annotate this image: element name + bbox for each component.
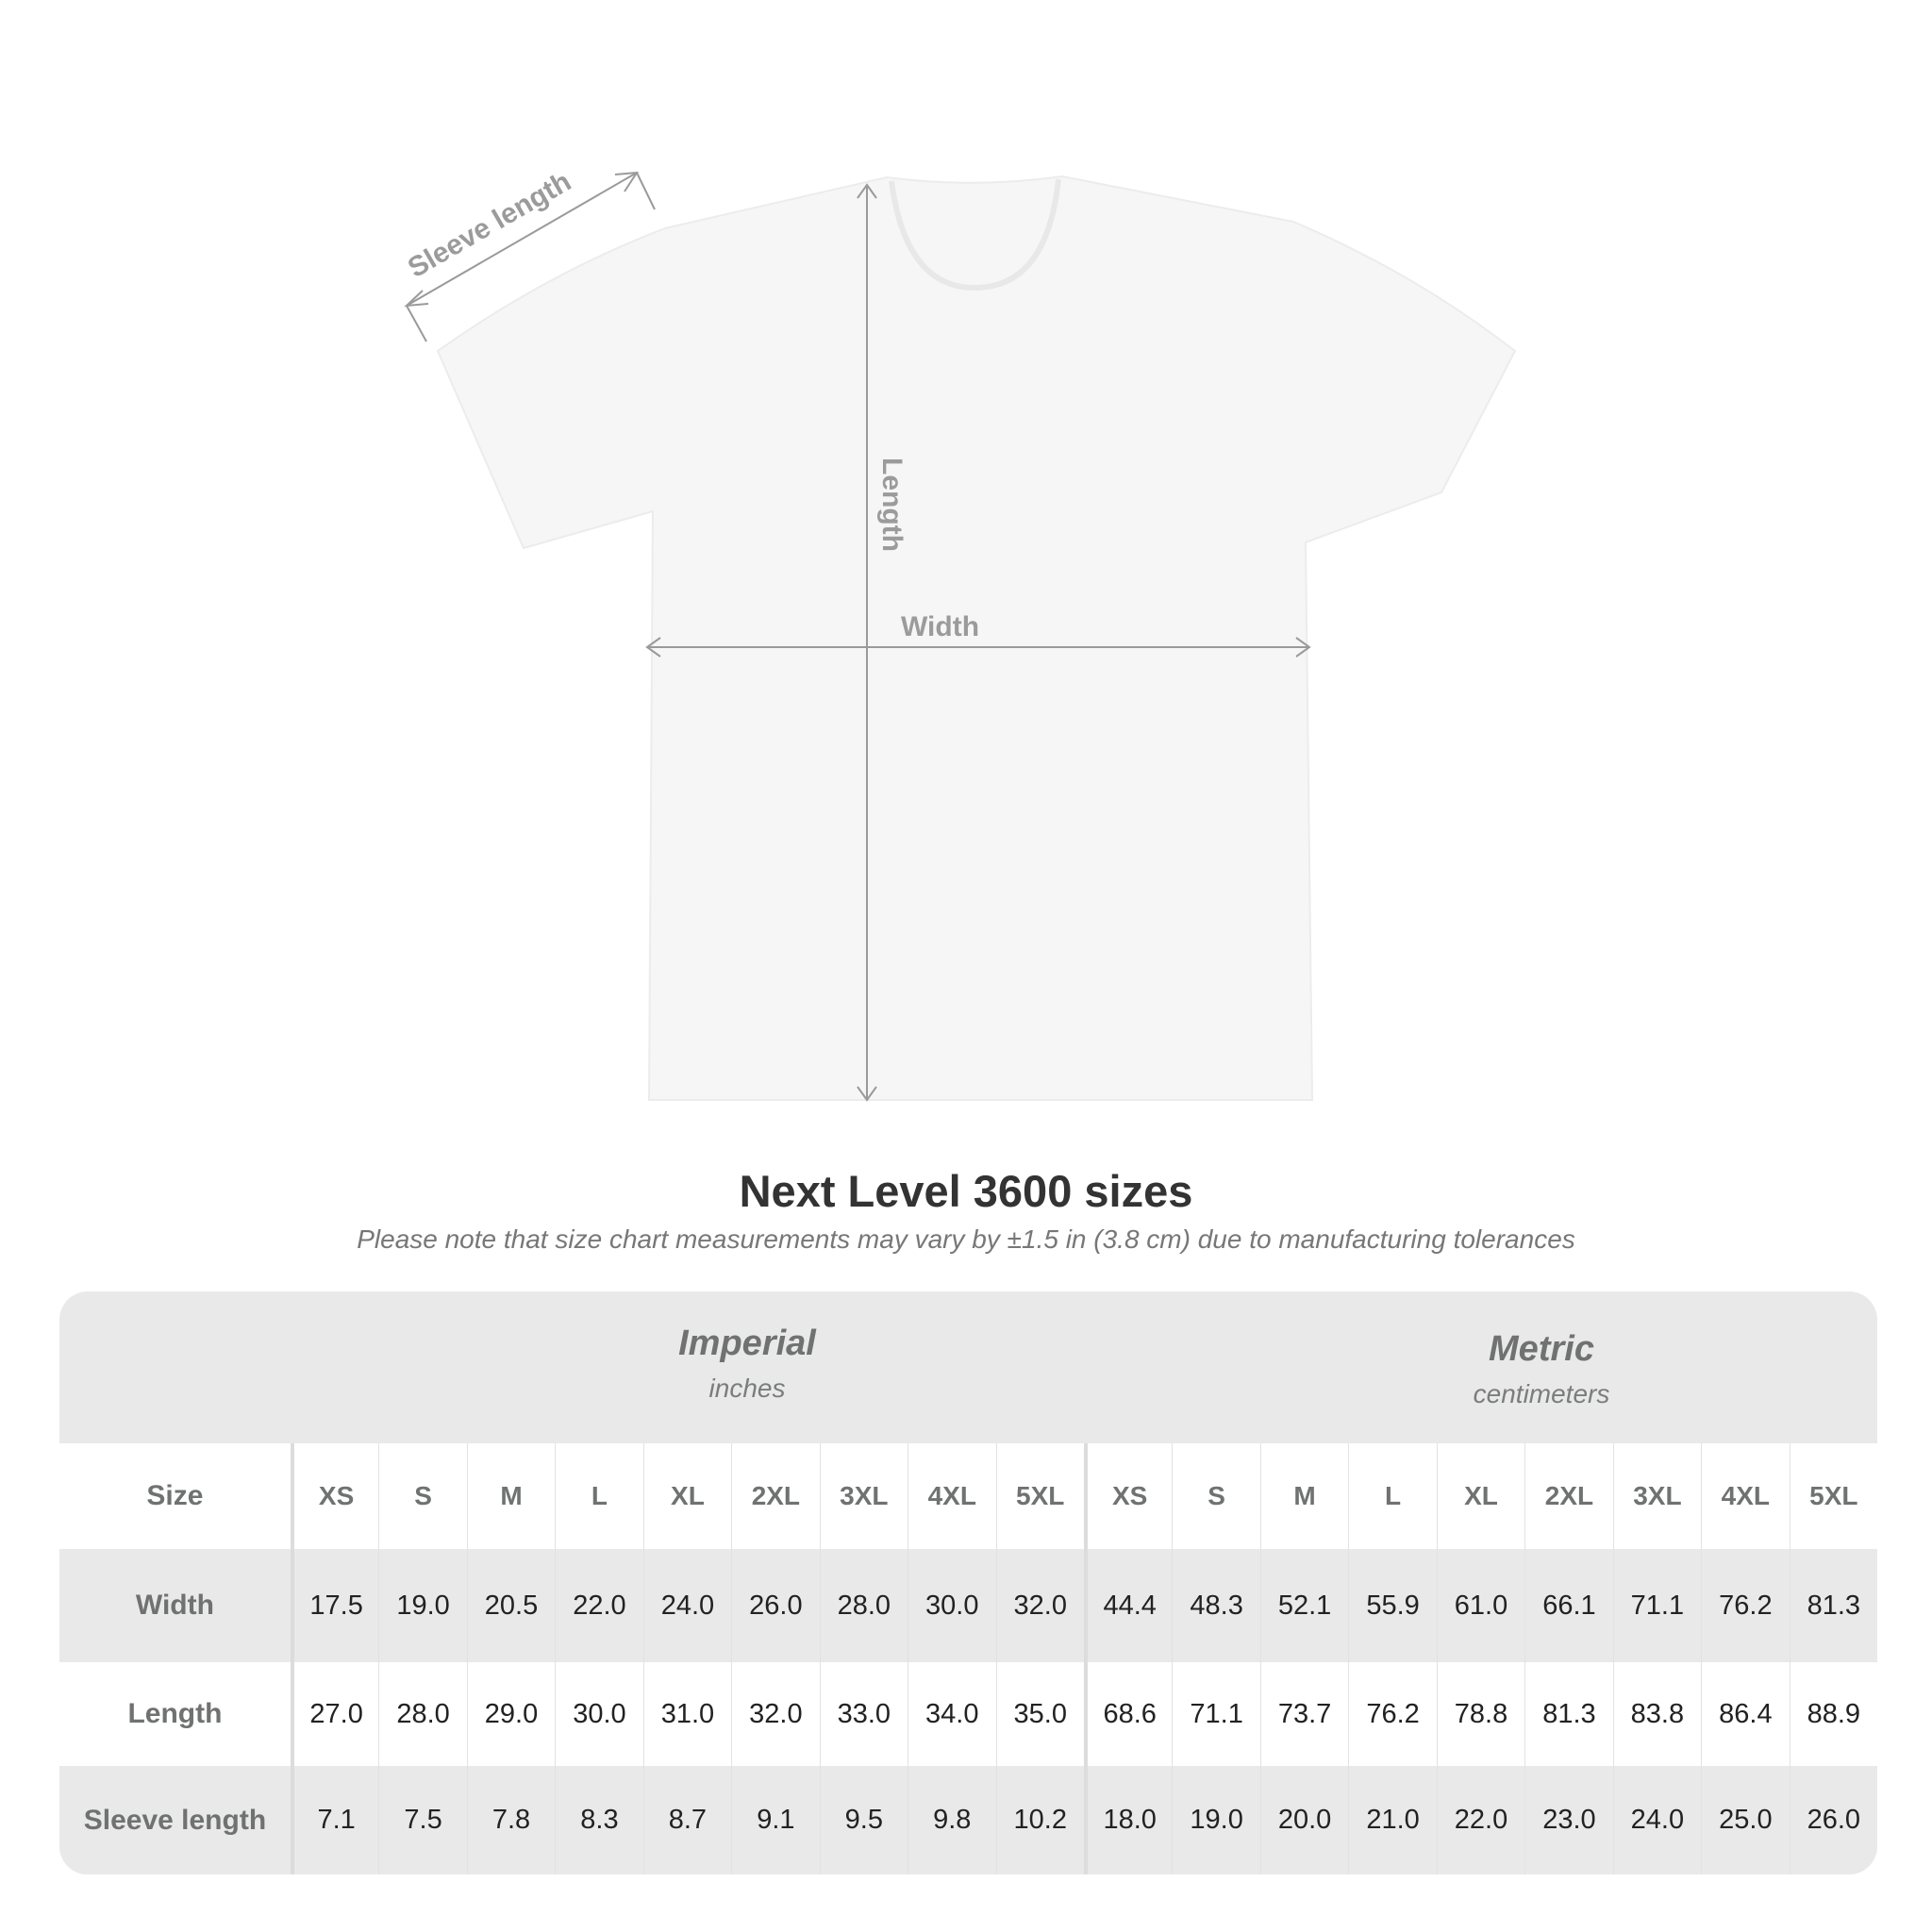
imperial-size-3xl: 3XL <box>819 1443 908 1549</box>
metric-value: 26.0 <box>1789 1766 1877 1874</box>
imperial-value: 29.0 <box>466 1662 555 1766</box>
imperial-size-5xl: 5XL <box>995 1443 1084 1549</box>
imperial-value: 9.1 <box>731 1766 819 1874</box>
imperial-value: 10.2 <box>995 1766 1084 1874</box>
metric-value: 19.0 <box>1172 1766 1259 1874</box>
metric-size-s: S <box>1172 1443 1259 1549</box>
metric-size-3xl: 3XL <box>1612 1443 1701 1549</box>
imperial-value: 8.7 <box>642 1766 731 1874</box>
imperial-value: 9.8 <box>908 1766 995 1874</box>
size-table: Imperial inches Metric centimeters Size X… <box>59 1291 1877 1874</box>
imperial-value: 20.5 <box>466 1549 555 1662</box>
imperial-value: 28.0 <box>378 1662 466 1766</box>
metric-value: 73.7 <box>1259 1662 1348 1766</box>
size-grid: Size XS S M L XL 2XL 3XL 4XL 5XL XS S M L XL 2XL 3XL 4XL 5… <box>59 1443 1877 1874</box>
page-title: Next Level 3600 sizes <box>739 1166 1193 1216</box>
row-label: Sleeve length <box>83 1804 267 1836</box>
metric-value: 20.0 <box>1259 1766 1348 1874</box>
imperial-size-s: S <box>378 1443 466 1549</box>
metric-value: 78.8 <box>1436 1662 1524 1766</box>
metric-size-l: L <box>1348 1443 1436 1549</box>
metric-header: Metric centimeters <box>1144 1297 1877 1449</box>
metric-value: 86.4 <box>1701 1662 1789 1766</box>
imperial-value: 8.3 <box>555 1766 642 1874</box>
length-label: Length <box>876 458 908 552</box>
metric-value: 25.0 <box>1701 1766 1789 1874</box>
metric-value: 83.8 <box>1612 1662 1701 1766</box>
imperial-value: 32.0 <box>731 1662 819 1766</box>
metric-value: 66.1 <box>1524 1549 1612 1662</box>
imperial-size-4xl: 4XL <box>908 1443 995 1549</box>
imperial-unit: inches <box>708 1374 786 1403</box>
imperial-value: 27.0 <box>290 1662 378 1766</box>
imperial-size-xl: XL <box>642 1443 731 1549</box>
metric-value: 44.4 <box>1083 1549 1172 1662</box>
imperial-value: 19.0 <box>378 1549 466 1662</box>
measure-arrows <box>404 171 1311 1102</box>
metric-value: 23.0 <box>1524 1766 1612 1874</box>
metric-value: 76.2 <box>1348 1662 1436 1766</box>
imperial-value: 7.5 <box>378 1766 466 1874</box>
imperial-title: Imperial <box>678 1324 816 1363</box>
metric-value: 71.1 <box>1612 1549 1701 1662</box>
imperial-size-xs: XS <box>290 1443 378 1549</box>
size-header-row: Size XS S M L XL 2XL 3XL 4XL 5XL XS S M L XL 2XL 3XL 4XL 5… <box>59 1443 1877 1549</box>
imperial-value: 22.0 <box>555 1549 642 1662</box>
metric-size-xl: XL <box>1436 1443 1524 1549</box>
width-label: Width <box>901 611 979 642</box>
metric-value: 81.3 <box>1789 1549 1877 1662</box>
imperial-value: 17.5 <box>290 1549 378 1662</box>
table-row: Sleeve length 7.1 7.5 7.8 8.3 8.7 9.1 9.5 9.8 10.… <box>59 1766 1877 1874</box>
imperial-value: 26.0 <box>731 1549 819 1662</box>
metric-unit: centimeters <box>1473 1379 1610 1408</box>
metric-value: 68.6 <box>1083 1662 1172 1766</box>
imperial-value: 35.0 <box>995 1662 1084 1766</box>
imperial-value: 31.0 <box>642 1662 731 1766</box>
imperial-size-l: L <box>555 1443 642 1549</box>
sleeve-length-label: Sleeve length <box>403 166 576 284</box>
imperial-header: Imperial inches <box>350 1291 1144 1443</box>
imperial-value: 30.0 <box>908 1549 995 1662</box>
metric-size-xs: XS <box>1083 1443 1172 1549</box>
imperial-value: 9.5 <box>819 1766 908 1874</box>
row-label: Width <box>135 1590 214 1621</box>
metric-value: 48.3 <box>1172 1549 1259 1662</box>
metric-size-m: M <box>1259 1443 1348 1549</box>
imperial-value: 24.0 <box>642 1549 731 1662</box>
metric-value: 81.3 <box>1524 1662 1612 1766</box>
metric-value: 24.0 <box>1612 1766 1701 1874</box>
table-row: Length 27.0 28.0 29.0 30.0 31.0 32.0 33.0 34.0 35… <box>59 1662 1877 1766</box>
metric-value: 52.1 <box>1259 1549 1348 1662</box>
metric-value: 88.9 <box>1789 1662 1877 1766</box>
metric-value: 18.0 <box>1083 1766 1172 1874</box>
metric-value: 71.1 <box>1172 1662 1259 1766</box>
metric-value: 21.0 <box>1348 1766 1436 1874</box>
metric-title: Metric <box>1489 1329 1594 1369</box>
imperial-value: 30.0 <box>555 1662 642 1766</box>
imperial-value: 32.0 <box>995 1549 1084 1662</box>
metric-value: 76.2 <box>1701 1549 1789 1662</box>
tshirt-diagram: Sleeve length Length Width <box>403 166 1517 1102</box>
imperial-value: 34.0 <box>908 1662 995 1766</box>
tshirt-illustration <box>436 175 1517 1101</box>
tolerance-note: Please note that size chart measurements… <box>357 1224 1575 1254</box>
row-label: Length <box>127 1698 223 1729</box>
size-header-label: Size <box>146 1480 204 1511</box>
metric-value: 55.9 <box>1348 1549 1436 1662</box>
metric-size-2xl: 2XL <box>1524 1443 1612 1549</box>
metric-value: 61.0 <box>1436 1549 1524 1662</box>
imperial-value: 33.0 <box>819 1662 908 1766</box>
imperial-value: 28.0 <box>819 1549 908 1662</box>
imperial-size-m: M <box>466 1443 555 1549</box>
collar <box>889 178 1061 291</box>
metric-value: 22.0 <box>1436 1766 1524 1874</box>
table-row: Width 17.5 19.0 20.5 22.0 24.0 26.0 28.0 30.0 32.… <box>59 1549 1877 1662</box>
metric-size-4xl: 4XL <box>1701 1443 1789 1549</box>
metric-size-5xl: 5XL <box>1789 1443 1877 1549</box>
imperial-value: 7.1 <box>290 1766 378 1874</box>
imperial-size-2xl: 2XL <box>731 1443 819 1549</box>
imperial-value: 7.8 <box>466 1766 555 1874</box>
